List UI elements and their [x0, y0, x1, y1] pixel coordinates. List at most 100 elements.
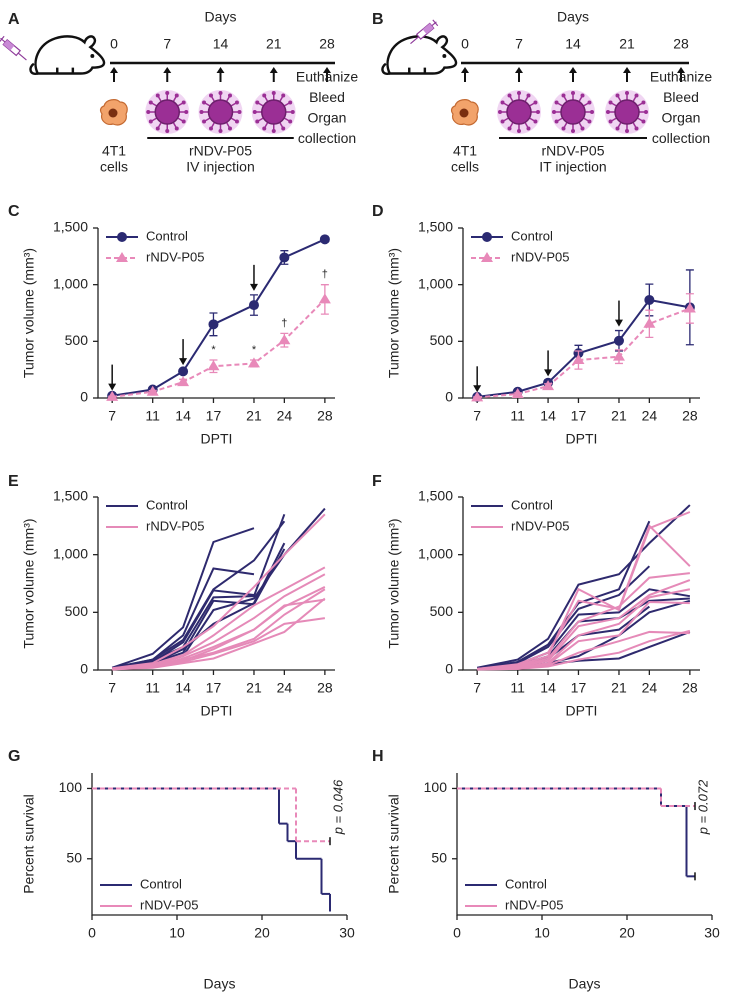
x-tick-label: 17 [571, 680, 587, 696]
x-tick-label: 14 [540, 408, 556, 424]
day-label: 21 [266, 36, 282, 52]
series-line [112, 513, 326, 670]
x-tick-label: 24 [277, 408, 293, 424]
event-arrow-head [623, 67, 631, 73]
y-tick-label: 50 [431, 849, 447, 865]
data-point [279, 252, 290, 263]
series-line [112, 238, 326, 397]
data-point [178, 366, 189, 377]
x-tick-label: 10 [534, 925, 550, 941]
legend-label: rNDV-P05 [140, 897, 199, 912]
tumor-cell [450, 99, 479, 126]
treatment-label: rNDV-P05 [541, 143, 604, 159]
x-tick-label: 28 [682, 680, 698, 696]
series-line [477, 600, 690, 671]
y-tick-label: 1,500 [53, 219, 88, 235]
cells-label: 4T1 [102, 143, 126, 159]
axes [91, 773, 347, 916]
treatment-label: rNDV-P05 [189, 143, 252, 159]
series-line [477, 298, 691, 398]
virus [197, 89, 244, 135]
x-tick-label: 17 [571, 408, 587, 424]
x-tick-label: 0 [88, 925, 96, 941]
y-tick-label: 500 [430, 603, 454, 619]
series-line [112, 566, 326, 670]
x-axis-title: DPTI [201, 703, 233, 719]
endpoint-label: Euthanize [650, 69, 712, 85]
series-line [111, 527, 255, 669]
series-line [477, 579, 691, 671]
axes [456, 773, 712, 916]
x-tick-label: 7 [473, 680, 481, 696]
series-line [477, 307, 691, 399]
data-point [643, 317, 656, 328]
endpoint-label: Organ [308, 110, 347, 126]
cells-label: cells [451, 159, 479, 175]
x-tick-label: 14 [175, 408, 191, 424]
legend-label: rNDV-P05 [511, 518, 570, 533]
event-arrow-head [110, 67, 118, 73]
x-tick-label: 11 [510, 680, 525, 696]
x-tick-label: 14 [540, 680, 556, 696]
x-axis-title: DPTI [566, 431, 598, 447]
x-tick-label: 7 [108, 680, 116, 696]
series-line [111, 520, 286, 669]
data-point [471, 391, 484, 402]
panel-label: E [8, 473, 19, 490]
data-point [511, 388, 524, 399]
y-axis-title: Percent survival [21, 794, 37, 894]
virus [144, 89, 190, 135]
data-point [247, 357, 260, 368]
day-label: 0 [110, 36, 118, 52]
day-label: 7 [515, 36, 523, 52]
x-tick-label: 11 [510, 408, 525, 424]
syringe [0, 34, 30, 64]
x-tick-label: 28 [682, 408, 698, 424]
x-tick-label: 28 [317, 680, 333, 696]
y-axis-title: Percent survival [386, 794, 402, 894]
cells-label: 4T1 [453, 143, 477, 159]
virus [604, 89, 650, 135]
y-tick-label: 0 [445, 389, 453, 405]
data-point [248, 300, 259, 311]
tumor-cell [99, 99, 128, 126]
y-axis-title: Tumor volume (mm³) [21, 248, 37, 378]
y-tick-label: 0 [80, 389, 88, 405]
panel-label: G [8, 748, 20, 765]
day-label: 14 [213, 36, 229, 52]
day-label: 28 [319, 36, 335, 52]
cells-label: cells [100, 159, 128, 175]
x-tick-label: 14 [175, 680, 191, 696]
panel-label: A [8, 11, 20, 28]
legend-label: rNDV-P05 [146, 518, 205, 533]
data-point [644, 294, 655, 305]
x-tick-label: 30 [704, 925, 720, 941]
series-line [112, 617, 326, 671]
legend-label: Control [146, 228, 188, 243]
data-point [319, 234, 330, 245]
x-tick-label: 21 [611, 680, 627, 696]
series-line [112, 298, 326, 398]
endpoint-label: Bleed [663, 89, 699, 105]
x-tick-label: 7 [108, 408, 116, 424]
data-point [572, 354, 585, 365]
series-line [476, 504, 691, 669]
x-tick-label: 7 [473, 408, 481, 424]
panel-label: F [372, 473, 382, 490]
mouse [29, 35, 106, 76]
series-line [112, 588, 326, 670]
x-tick-label: 20 [254, 925, 270, 941]
x-tick-label: 20 [619, 925, 635, 941]
y-axis-title: Tumor volume (mm³) [386, 518, 402, 648]
data-point [177, 376, 190, 387]
y-tick-label: 1,500 [53, 488, 88, 504]
event-arrow-head [216, 67, 225, 73]
data-point [146, 385, 159, 396]
y-tick-label: 100 [424, 779, 448, 795]
axes [97, 497, 335, 671]
p-value: p = 0.046 [330, 779, 345, 835]
data-point [106, 390, 119, 401]
day-label: 14 [565, 36, 581, 52]
data-point [278, 334, 291, 345]
